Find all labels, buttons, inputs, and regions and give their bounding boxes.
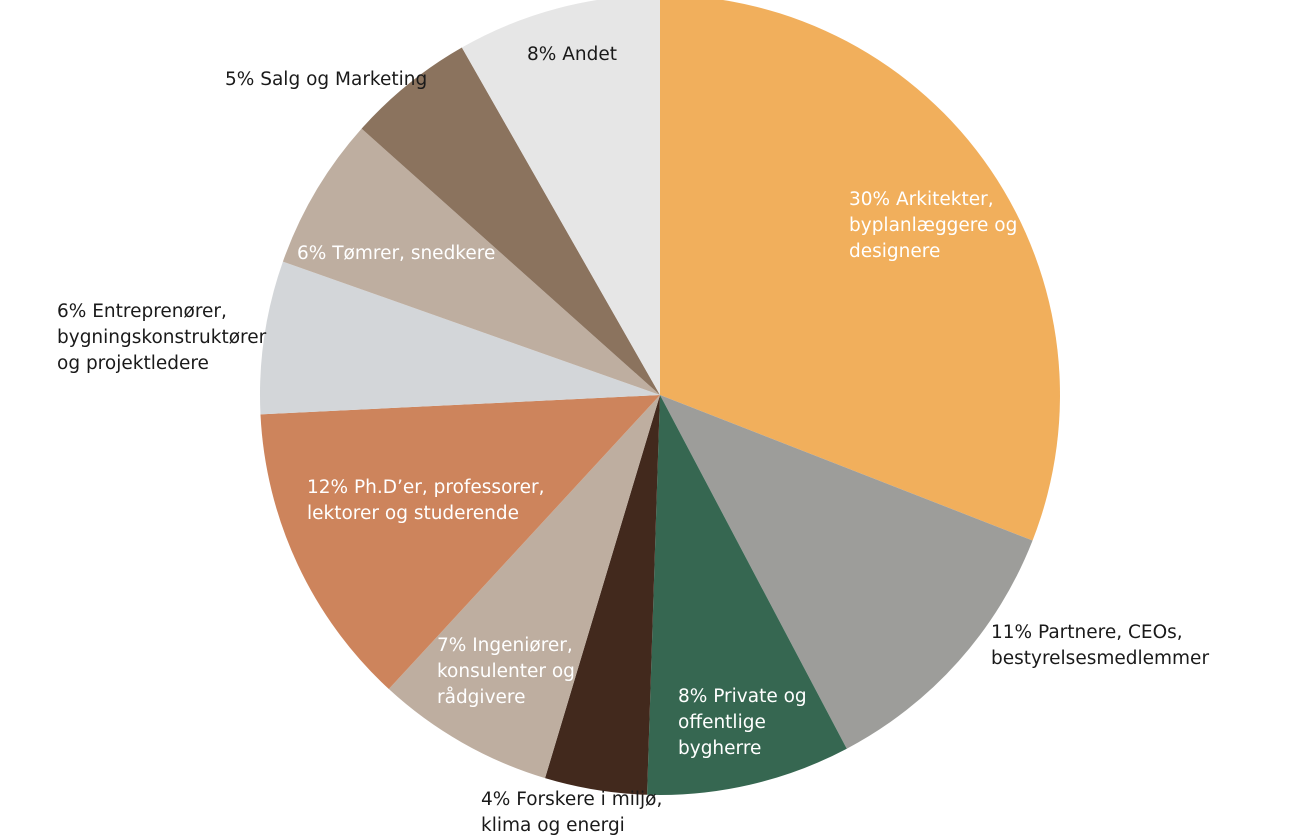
label-line: lektorer og studerende xyxy=(307,503,519,524)
label-line: 30% Arkitekter, xyxy=(849,189,994,210)
pie-slice-arkitekter xyxy=(660,0,1060,541)
label-line: 6% Entreprenører, xyxy=(57,301,227,322)
label-line: 5% Salg og Marketing xyxy=(225,69,428,90)
pie-slice-phd xyxy=(260,395,660,690)
label-forskere: 4% Forskere i miljø, klima og energi xyxy=(481,787,662,839)
pie-slice-forskere xyxy=(545,395,660,795)
label-line: byplanlæggere og xyxy=(849,215,1018,236)
pie-slice-salg xyxy=(361,47,660,396)
label-andet: 8% Andet xyxy=(527,42,617,68)
label-partnere: 11% Partnere, CEOs, bestyrelsesmedlemmer xyxy=(991,620,1209,672)
pie-slice-andet xyxy=(461,0,660,395)
label-line: 7% Ingeniører, xyxy=(437,635,573,656)
pie-slice-entreprenorer xyxy=(259,261,660,415)
pie-slice-ingeniorer xyxy=(388,395,660,779)
pie-slice-bygherre xyxy=(647,395,847,795)
label-entreprenorer: 6% Entreprenører, bygningskonstruktører … xyxy=(57,299,266,377)
label-line: 12% Ph.D’er, professorer, xyxy=(307,477,545,498)
label-line: konsulenter og xyxy=(437,661,575,682)
label-line: rådgivere xyxy=(437,687,526,708)
label-line: 6% Tømrer, snedkere xyxy=(297,243,496,264)
pie-slice-partnere xyxy=(660,395,1033,749)
label-line: klima og energi xyxy=(481,815,625,836)
label-arkitekter: 30% Arkitekter, byplanlæggere og designe… xyxy=(849,187,1017,265)
label-line: bygningskonstruktører xyxy=(57,327,267,348)
label-line: 8% Andet xyxy=(527,44,617,65)
label-line: bygherre xyxy=(678,738,762,759)
label-line: 8% Private og xyxy=(678,686,807,707)
label-line: designere xyxy=(849,241,941,262)
pie-slice-tomrer xyxy=(282,128,660,395)
label-bygherre: 8% Private og offentlige bygherre xyxy=(678,684,807,762)
label-ingeniorer: 7% Ingeniører, konsulenter og rådgivere xyxy=(437,633,575,711)
label-phd: 12% Ph.D’er, professorer, lektorer og st… xyxy=(307,475,544,527)
label-tomrer: 6% Tømrer, snedkere xyxy=(297,241,495,267)
label-line: 4% Forskere i miljø, xyxy=(481,789,663,810)
label-line: 11% Partnere, CEOs, xyxy=(991,622,1183,643)
label-line: bestyrelsesmedlemmer xyxy=(991,648,1210,669)
label-salg: 5% Salg og Marketing xyxy=(225,67,427,93)
label-line: og projektledere xyxy=(57,353,209,374)
label-line: offentlige xyxy=(678,712,766,733)
